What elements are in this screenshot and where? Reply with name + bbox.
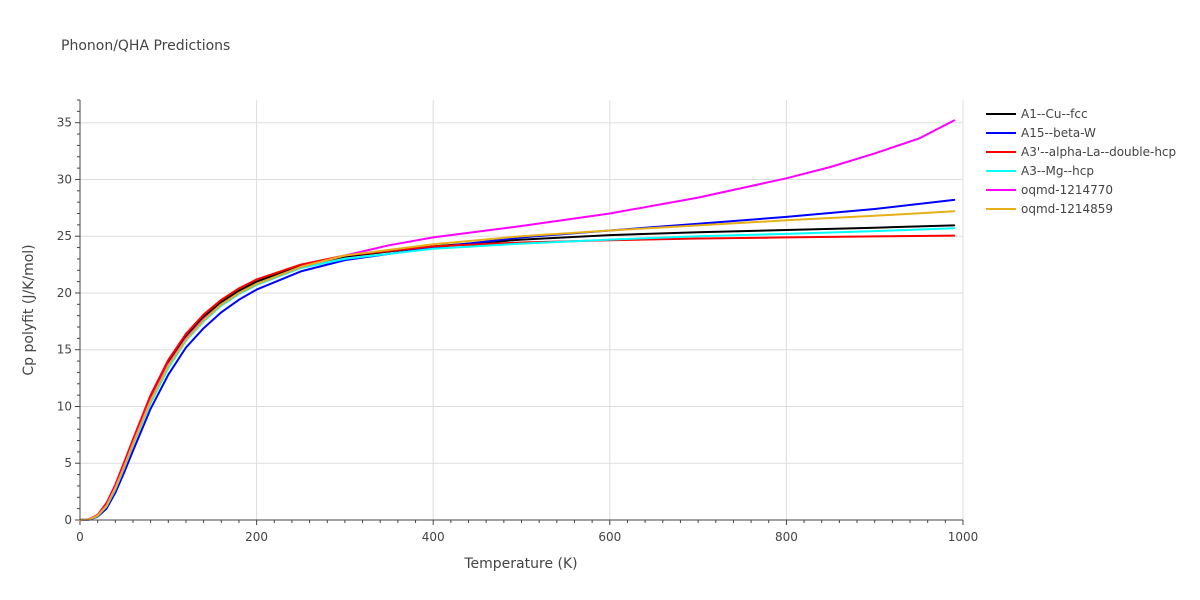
y-tick-label: 10: [57, 399, 72, 413]
legend-label: oqmd-1214859: [1021, 202, 1113, 216]
chart-title: Phonon/QHA Predictions: [61, 38, 230, 54]
legend-item-oqmd-1214859[interactable]: oqmd-1214859: [986, 202, 1113, 216]
series-line-a15-beta-w[interactable]: [79, 198, 956, 521]
y-tick-label: 30: [57, 172, 72, 186]
series-layer: [79, 119, 956, 521]
y-tick-label: 20: [57, 286, 72, 300]
y-tick-label: 15: [57, 343, 72, 357]
x-tick-label: 0: [76, 530, 84, 544]
series-line-a3-mg-hcp[interactable]: [79, 227, 956, 521]
legend-label: A3--Mg--hcp: [1021, 164, 1094, 178]
y-tick-label: 25: [57, 229, 72, 243]
legend-label: A3'--alpha-La--double-hcp: [1021, 145, 1176, 159]
legend-item-oqmd-1214770[interactable]: oqmd-1214770: [986, 183, 1113, 197]
series-line-oqmd-1214859[interactable]: [79, 210, 956, 521]
legend-item-a3-alpha-la-double-hcp[interactable]: A3'--alpha-La--double-hcp: [986, 145, 1176, 159]
legend-label: A15--beta-W: [1021, 126, 1096, 140]
series-line-a3-alpha-la-double-hcp[interactable]: [79, 234, 956, 521]
y-tick-label: 0: [64, 513, 72, 527]
series-line-a1-cu-fcc[interactable]: [79, 224, 956, 521]
legend-label: A1--Cu--fcc: [1021, 107, 1088, 121]
legend-label: oqmd-1214770: [1021, 183, 1113, 197]
x-tick-label: 400: [422, 530, 445, 544]
x-tick-label: 600: [598, 530, 621, 544]
x-axis-ticks: 0 200 400 600 800 1000: [76, 520, 978, 544]
y-axis-title: Cp polyfit (J/K/mol): [21, 244, 37, 375]
legend-item-a3-mg-hcp[interactable]: A3--Mg--hcp: [986, 164, 1094, 178]
y-tick-label: 5: [64, 456, 72, 470]
y-tick-label: 35: [57, 116, 72, 130]
legend[interactable]: A1--Cu--fcc A15--beta-W A3'--alpha-La--dou…: [986, 107, 1176, 216]
x-tick-label: 200: [245, 530, 268, 544]
legend-item-a1-cu-fcc[interactable]: A1--Cu--fcc: [986, 107, 1088, 121]
legend-item-a15-beta-w[interactable]: A15--beta-W: [986, 126, 1096, 140]
x-axis-title: Temperature (K): [463, 556, 577, 572]
x-tick-label: 1000: [948, 530, 979, 544]
y-axis-ticks: 0 5 10 15 20 25 30 35: [57, 99, 80, 527]
x-tick-label: 800: [775, 530, 798, 544]
